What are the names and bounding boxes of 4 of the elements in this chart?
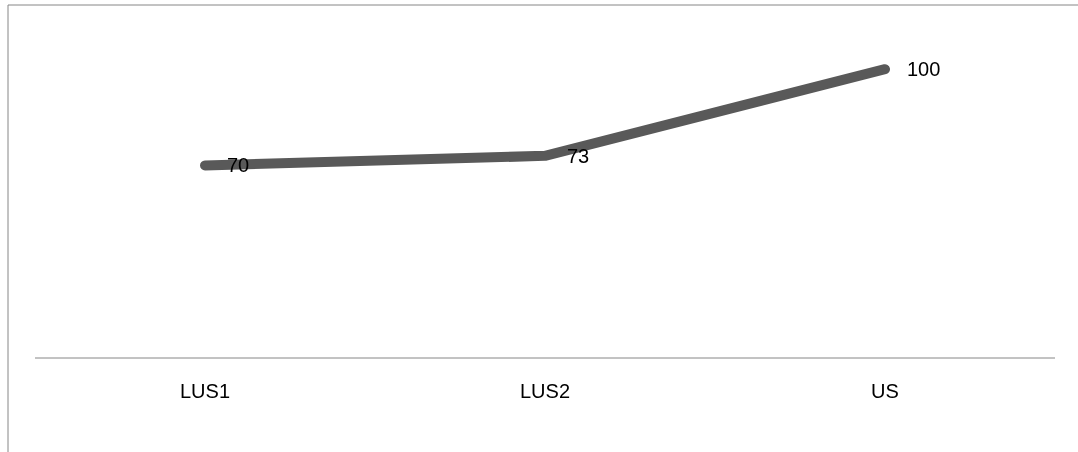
data-label: 100 <box>907 58 941 81</box>
x-tick-label: LUS2 <box>519 380 571 402</box>
x-tick-label: US <box>871 380 899 402</box>
x-tick-label: LUS1 <box>179 380 231 402</box>
